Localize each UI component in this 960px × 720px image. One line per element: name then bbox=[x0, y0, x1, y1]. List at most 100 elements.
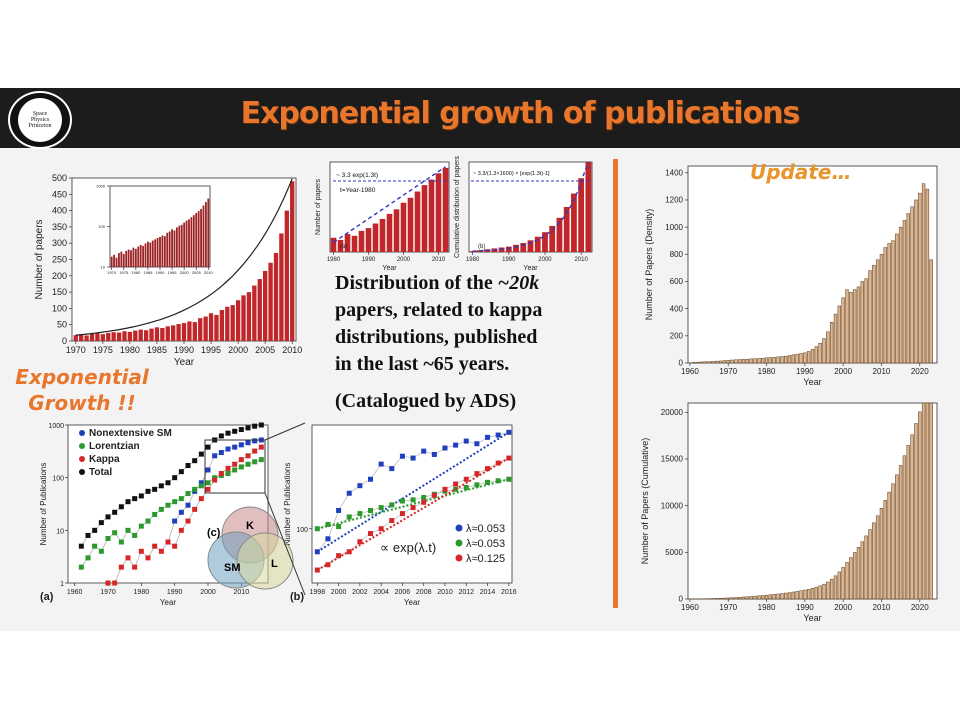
bar bbox=[513, 244, 519, 252]
bar bbox=[872, 522, 876, 600]
data-point bbox=[258, 457, 264, 463]
data-point bbox=[238, 457, 244, 463]
x-tick-label: 2010 bbox=[873, 367, 891, 376]
x-tick-label: 2020 bbox=[911, 367, 929, 376]
data-point bbox=[165, 502, 171, 508]
x-tick-label: 2010 bbox=[873, 603, 891, 612]
data-point bbox=[442, 445, 448, 451]
bar bbox=[910, 206, 914, 364]
bar bbox=[730, 597, 734, 600]
bar bbox=[772, 357, 776, 364]
bar bbox=[806, 588, 811, 600]
data-point bbox=[431, 492, 437, 498]
data-point bbox=[245, 453, 251, 459]
data-point bbox=[399, 453, 405, 459]
bar bbox=[921, 183, 926, 364]
x-axis-label: Year bbox=[404, 598, 421, 607]
chart-small-b: 1980 1990 2000 2010 Year Cumulative distribut… bbox=[454, 156, 593, 272]
data-point bbox=[232, 461, 238, 467]
bar bbox=[144, 243, 147, 267]
bar bbox=[891, 483, 895, 600]
data-point bbox=[205, 467, 211, 473]
bar bbox=[711, 361, 715, 364]
chart-log-lines-b: 1998 2000 2002 2004 2006 2008 2010 2012 2014 2016… bbox=[283, 424, 517, 607]
bar bbox=[783, 355, 788, 364]
data-point bbox=[132, 564, 138, 570]
data-point bbox=[158, 506, 164, 512]
data-point bbox=[118, 504, 124, 510]
bar bbox=[200, 209, 202, 267]
data-point bbox=[368, 476, 374, 482]
x-tick-label: 2000 bbox=[538, 257, 552, 263]
data-point bbox=[138, 523, 144, 529]
bar bbox=[187, 321, 192, 341]
bar bbox=[918, 411, 922, 600]
bar bbox=[726, 360, 730, 364]
fit-curve-a bbox=[333, 166, 446, 243]
bar bbox=[780, 356, 784, 364]
data-point bbox=[225, 465, 231, 471]
bar bbox=[147, 241, 149, 267]
bar bbox=[929, 259, 933, 364]
data-point bbox=[98, 520, 104, 526]
bar bbox=[73, 335, 78, 341]
bar bbox=[787, 592, 792, 600]
bar bbox=[887, 243, 891, 364]
data-point bbox=[132, 496, 138, 502]
data-point bbox=[495, 460, 501, 466]
data-point bbox=[185, 463, 191, 469]
data-point bbox=[78, 543, 84, 549]
data-point bbox=[152, 543, 158, 549]
bar bbox=[875, 259, 880, 364]
x-tick-label: 1960 bbox=[681, 367, 699, 376]
data-point bbox=[336, 507, 342, 513]
bar bbox=[110, 256, 113, 267]
data-point bbox=[238, 464, 244, 470]
bar bbox=[822, 583, 826, 600]
data-point bbox=[506, 476, 512, 482]
bar bbox=[400, 202, 407, 252]
data-point bbox=[118, 539, 124, 545]
data-point bbox=[314, 549, 320, 555]
data-point bbox=[463, 476, 469, 482]
data-point bbox=[192, 506, 198, 512]
data-point bbox=[105, 580, 111, 586]
x-tick-label: 2010 bbox=[234, 589, 250, 596]
bar bbox=[156, 238, 159, 267]
data-point bbox=[378, 505, 384, 511]
chart-update-cumulative: 1960 1970 1980 1990 2000 2010 2020 0 5000 10000 15… bbox=[640, 402, 938, 623]
bar bbox=[246, 292, 252, 341]
bar bbox=[776, 356, 780, 364]
data-point bbox=[368, 530, 374, 536]
x-tick-label: 1970 bbox=[100, 589, 116, 596]
bar bbox=[527, 240, 534, 252]
x-tick-label: 2008 bbox=[416, 589, 432, 596]
bar bbox=[761, 595, 765, 600]
y-tick-label: 1000 bbox=[96, 183, 106, 188]
bar bbox=[330, 237, 337, 252]
bar bbox=[826, 331, 830, 364]
x-tick-label: 1985 bbox=[143, 270, 153, 275]
bar bbox=[585, 162, 592, 252]
data-point bbox=[474, 441, 480, 447]
exponential-growth-label: Exponential Growth !! bbox=[12, 364, 152, 416]
data-point bbox=[495, 432, 501, 438]
panel-label-small-a: (a) bbox=[340, 244, 347, 250]
bar bbox=[776, 593, 780, 600]
data-point bbox=[158, 548, 164, 554]
bar bbox=[929, 402, 933, 600]
y-tick-label: 10000 bbox=[661, 501, 684, 510]
data-point bbox=[258, 422, 264, 428]
bar bbox=[252, 285, 257, 341]
y-tick-label: 450 bbox=[52, 189, 67, 199]
y-axis-label: Number of Publications bbox=[283, 463, 292, 546]
x-tick-label: 2010 bbox=[282, 345, 302, 355]
data-point bbox=[357, 539, 363, 545]
bar bbox=[225, 306, 230, 341]
bar bbox=[841, 567, 845, 600]
bar bbox=[214, 314, 219, 341]
y-tick-label: 1000 bbox=[665, 223, 683, 232]
data-point bbox=[357, 511, 363, 517]
bar bbox=[826, 581, 830, 600]
